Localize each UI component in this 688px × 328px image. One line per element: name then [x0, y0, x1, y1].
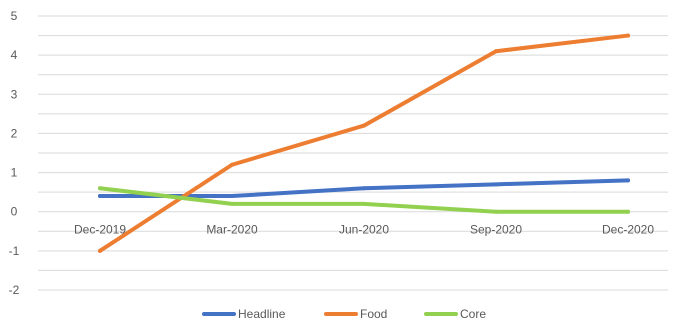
- series-line-food: [98, 33, 630, 253]
- legend: Headline Food Core: [202, 307, 486, 321]
- data-point-core: [494, 209, 498, 214]
- data-point-food: [494, 49, 498, 54]
- data-point-headline: [98, 194, 102, 199]
- x-tick-label: Dec-2019: [74, 223, 126, 237]
- series-lines: [98, 33, 630, 253]
- data-point-core: [626, 209, 630, 214]
- x-tick-label: Mar-2020: [206, 223, 258, 237]
- y-tick-label: -2: [9, 283, 20, 297]
- legend-label-food: Food: [360, 307, 387, 321]
- data-point-core: [98, 186, 102, 191]
- data-point-food: [230, 162, 234, 167]
- data-point-headline: [362, 186, 366, 191]
- x-tick-label: Jun-2020: [339, 223, 389, 237]
- x-tick-label: Sep-2020: [470, 223, 522, 237]
- gridlines: [38, 15, 668, 291]
- data-point-headline: [494, 182, 498, 187]
- y-tick-label: 1: [11, 166, 18, 180]
- y-axis-tick-labels: -2 -1 0 1 2 3 4 5: [9, 9, 20, 297]
- y-tick-label: 2: [11, 126, 18, 140]
- data-point-food: [626, 33, 630, 38]
- legend-label-core: Core: [460, 307, 486, 321]
- data-point-headline: [230, 194, 234, 199]
- data-point-core: [362, 201, 366, 206]
- x-tick-label: Dec-2020: [602, 223, 654, 237]
- y-tick-label: 5: [11, 9, 18, 23]
- y-tick-label: 0: [11, 205, 18, 219]
- data-point-food: [98, 248, 102, 253]
- legend-label-headline: Headline: [238, 307, 286, 321]
- y-tick-label: 3: [11, 87, 18, 101]
- data-point-food: [362, 123, 366, 128]
- data-point-headline: [626, 178, 630, 183]
- y-tick-label: 4: [11, 48, 18, 62]
- data-point-core: [230, 201, 234, 206]
- y-tick-label: -1: [9, 244, 20, 258]
- x-axis-tick-labels: Dec-2019 Mar-2020 Jun-2020 Sep-2020 Dec-2020: [74, 223, 654, 237]
